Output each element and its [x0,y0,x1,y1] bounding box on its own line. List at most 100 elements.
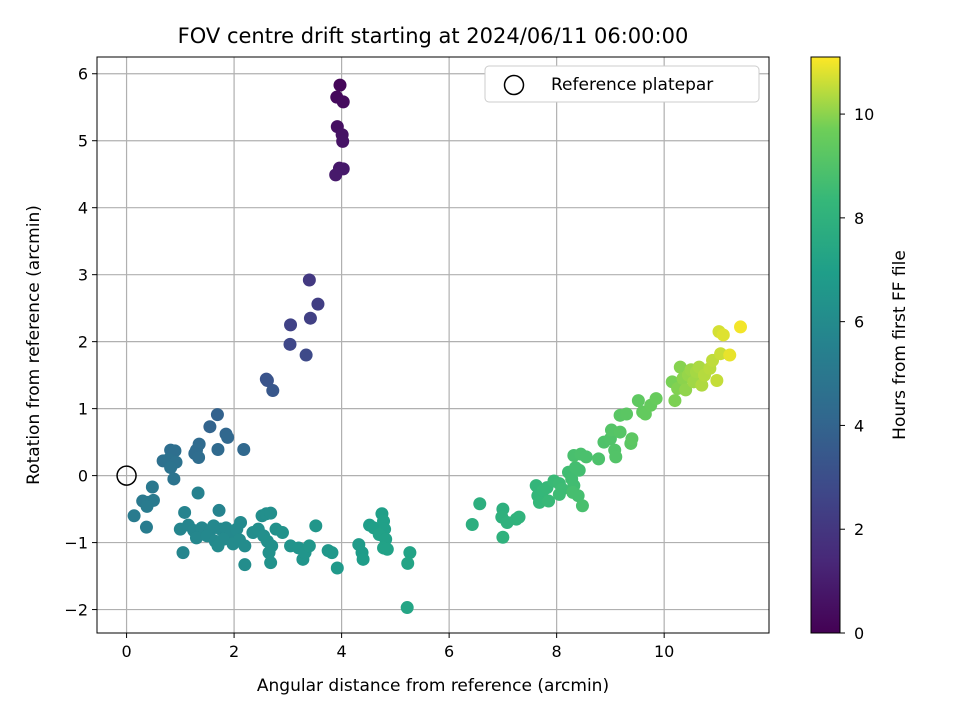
data-point [356,552,370,566]
data-point [333,78,347,92]
data-point [178,505,192,519]
y-tick-label: 4 [78,199,88,218]
y-axis-ticks: −2 −1 0 1 2 3 4 5 6 [64,65,97,620]
colorbar-label: Hours from first FF file [890,250,910,440]
data-point [325,546,339,560]
data-point [330,561,344,575]
data-point [167,472,181,486]
data-point [336,134,350,148]
data-point [465,517,479,531]
data-point [260,373,274,387]
data-point [542,494,556,508]
data-point [284,318,298,332]
chart-title: FOV centre drift starting at 2024/06/11 … [178,24,689,48]
data-point [695,378,709,392]
x-axis-ticks: 0 2 4 6 8 10 [121,633,674,661]
data-point [401,556,415,570]
data-point [237,442,251,456]
grid-lines [97,57,769,633]
data-point [238,539,252,553]
y-tick-label: 5 [78,132,88,151]
data-point [176,546,190,560]
data-point [609,450,623,464]
data-point [329,168,343,182]
x-tick-label: 0 [121,642,131,661]
data-point [234,515,248,529]
y-tick-label: 0 [78,467,88,486]
data-point [266,384,280,398]
data-point [552,487,566,501]
data-point [139,520,153,534]
data-point [668,394,682,408]
data-point [264,506,278,520]
y-tick-label: −1 [64,534,88,553]
data-point [127,509,141,523]
data-point [673,360,687,374]
data-point [211,539,225,553]
data-point [572,463,586,477]
legend-box [484,65,760,103]
data-point [302,273,316,287]
colorbar-tick-label: 10 [854,105,874,124]
data-point [140,499,154,513]
data-point [238,558,252,572]
legend-reference-marker [503,74,525,96]
x-tick-label: 8 [552,642,562,661]
reference-platepar-marker [116,465,137,486]
y-tick-label: 6 [78,65,88,84]
data-point [221,430,235,444]
reference-marker-layer [116,465,137,486]
data-point [620,407,634,421]
legend-entry-reference-platepar: Reference platepar [551,75,713,95]
colorbar-tick-label: 4 [854,416,864,435]
data-point [496,530,510,544]
data-point [262,546,276,560]
data-point [403,546,417,560]
data-point [679,383,693,397]
data-point [400,601,414,615]
colorbar-tick-label: 2 [854,520,864,539]
data-point [211,442,225,456]
data-point [336,95,350,109]
y-tick-label: 2 [78,333,88,352]
data-point [192,451,206,465]
data-point [734,320,748,334]
data-point [592,452,606,466]
data-point [191,486,205,500]
data-point [164,461,178,475]
colorbar-ticks: 0 2 4 6 8 10 [840,105,874,643]
data-point [309,519,323,533]
colorbar: 0 2 4 6 8 10 Hours from first FF file [810,56,910,643]
data-point [283,337,297,351]
data-point [299,348,313,362]
data-point [473,497,487,511]
data-point [380,542,394,556]
colorbar-tick-label: 0 [854,624,864,643]
x-tick-label: 10 [654,642,674,661]
data-point [275,526,289,540]
data-point [145,480,159,494]
data-point [311,297,325,311]
data-point [571,489,585,503]
data-point [631,394,645,408]
colorbar-gradient [810,56,841,634]
x-tick-label: 2 [229,642,239,661]
legend: Reference platepar [484,65,760,103]
data-point [264,556,278,570]
x-tick-label: 6 [444,642,454,661]
data-point [649,392,663,406]
x-tick-label: 4 [337,642,347,661]
plot-frame [96,56,770,634]
data-point [579,450,593,464]
y-axis-label: Rotation from reference (arcmin) [24,205,44,485]
data-point [625,432,639,446]
data-point [613,425,627,439]
data-point [512,510,526,524]
data-point [716,328,730,342]
data-point [302,539,316,553]
data-point [203,420,217,434]
data-point [212,503,226,517]
y-tick-label: −2 [64,601,88,620]
data-points [127,78,748,615]
